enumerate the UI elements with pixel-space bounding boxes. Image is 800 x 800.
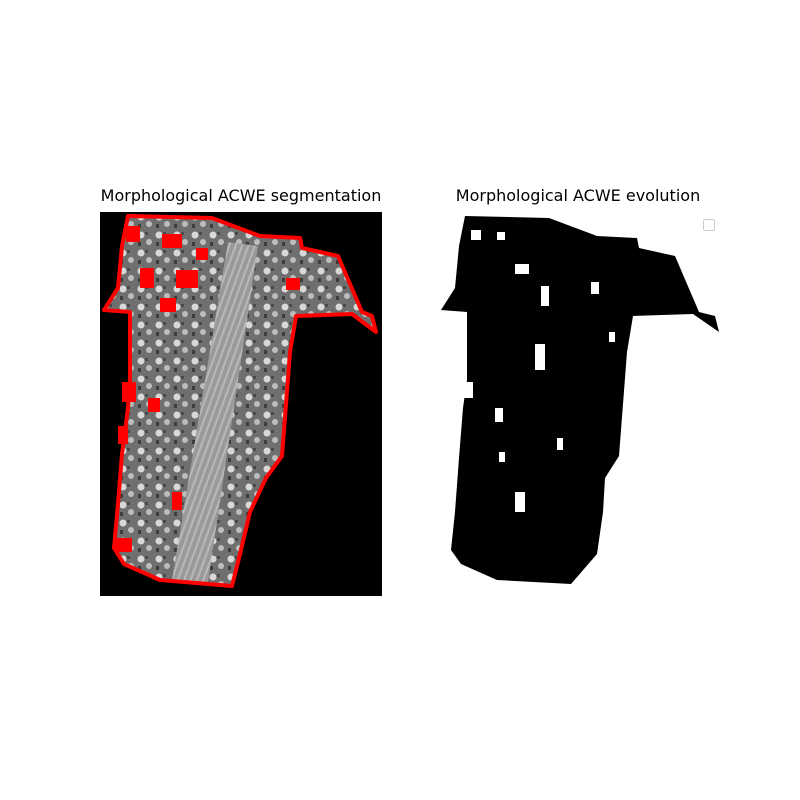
evolution-mask bbox=[437, 212, 719, 596]
diagonal-stripe bbox=[172, 242, 258, 582]
mask-holes bbox=[463, 230, 615, 512]
segmentation-image bbox=[100, 212, 382, 596]
legend-box bbox=[703, 219, 715, 231]
contour-blobs bbox=[116, 226, 300, 552]
segmentation-contour bbox=[102, 214, 378, 588]
evolution-title: Morphological ACWE evolution bbox=[455, 186, 701, 205]
mask-region bbox=[441, 216, 719, 584]
segmentation-title: Morphological ACWE segmentation bbox=[100, 186, 382, 205]
